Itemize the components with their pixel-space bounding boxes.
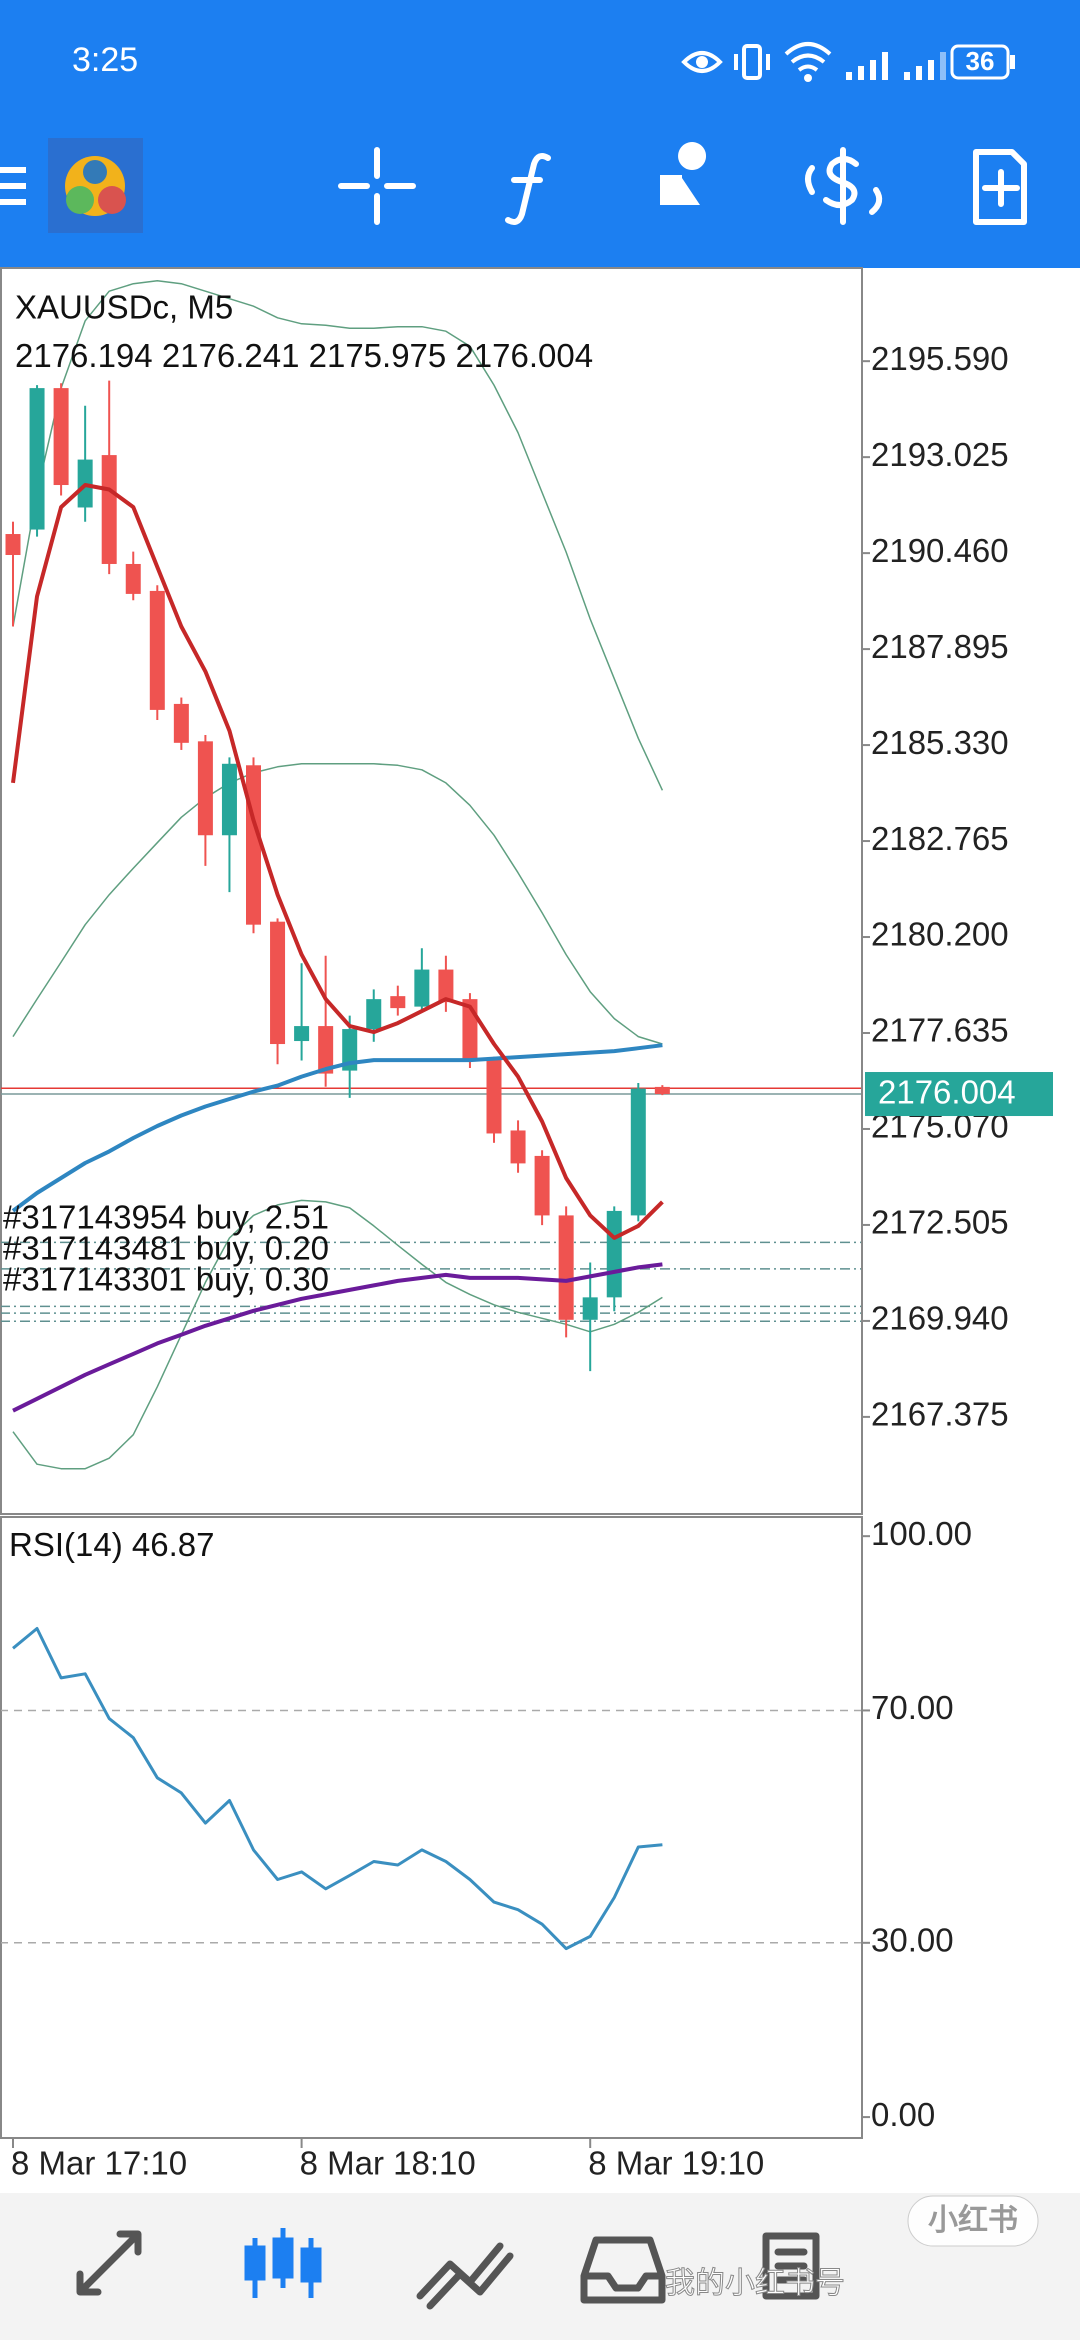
bid-label: 2176.004: [878, 1074, 1016, 1111]
candle-body: [582, 1297, 598, 1320]
candle-body: [630, 1088, 646, 1216]
y-tick-label: 30.00: [871, 1922, 954, 1959]
candle-body: [246, 765, 261, 925]
candle-body: [342, 1029, 358, 1071]
band-line: [12, 763, 663, 1045]
order-label: #317143954 buy, 2.51: [3, 1199, 329, 1236]
y-tick-label: 100.00: [871, 1515, 972, 1552]
close-value: 2176.004: [455, 337, 593, 374]
candle-body: [221, 763, 237, 836]
main-chart-frame: [0, 267, 863, 1515]
overlay: 2195.590 2193.025 2190.460 2187.895 2185.330…: [3, 340, 1053, 2182]
candle-body: [197, 741, 213, 836]
order-label: #317143481 buy, 0.20: [3, 1230, 329, 1267]
candle-body: [606, 1210, 622, 1298]
candle-body: [318, 1026, 334, 1074]
candle-body: [654, 1086, 670, 1095]
rsi-value: 46.87: [132, 1526, 215, 1563]
candle-body: [53, 388, 69, 486]
messages-tab[interactable]: [762, 2232, 820, 2300]
watermark-text: 我的小红书号: [665, 2267, 845, 2300]
moving-average: [12, 1262, 663, 1413]
y-tick-label: 2182.765: [871, 820, 1009, 857]
watermark-badge: [907, 2195, 1039, 2247]
y-tick-label: 2172.505: [871, 1204, 1009, 1241]
candle-body: [294, 1026, 310, 1042]
quotes-tab[interactable]: [76, 2230, 142, 2296]
y-tick-label: 2195.590: [871, 340, 1009, 377]
y-tick-label: 2180.200: [871, 916, 1009, 953]
y-tick-label: 2193.025: [871, 436, 1009, 473]
y-tick-label: 2185.330: [871, 724, 1009, 761]
candle-body: [270, 921, 286, 1045]
x-tick-label: 8 Mar 17:10: [11, 2145, 187, 2182]
candle-body: [366, 999, 382, 1030]
rsi-frame: [0, 1516, 863, 2139]
candle-body: [149, 590, 165, 710]
y-tick-label: 2177.635: [871, 1012, 1009, 1049]
moving-average: [11, 1043, 663, 1213]
x-tick-label: 8 Mar 19:10: [588, 2145, 764, 2182]
candle-body: [510, 1130, 526, 1164]
battery-level: 36: [966, 46, 995, 76]
candle-body: [29, 388, 45, 530]
y-tick-label: 2169.940: [871, 1300, 1009, 1337]
low-value: 2175.975: [309, 337, 447, 374]
status-time: 3:25: [72, 41, 138, 79]
rsi-line: [12, 1627, 663, 1951]
main-plot: [1, 279, 861, 1470]
candle-body: [390, 996, 406, 1009]
chart-tab[interactable]: [244, 2228, 322, 2298]
header-background: [0, 0, 1080, 268]
rsi-name: RSI(14): [9, 1526, 123, 1563]
moving-average: [11, 483, 664, 1240]
status-icons: [681, 42, 1015, 82]
y-tick-label: 0.00: [871, 2096, 935, 2133]
candle-body: [534, 1155, 550, 1216]
high-value: 2176.241: [162, 337, 300, 374]
chart-symbol: XAUUSDc, M5: [15, 289, 233, 326]
crosshair-button[interactable]: [338, 147, 416, 225]
candle-body: [5, 534, 21, 555]
bid-box: [865, 1072, 1053, 1117]
y-tick-label: 70.00: [871, 1689, 954, 1726]
order-label: #317143301 buy, 0.30: [3, 1261, 329, 1298]
ohlc-values: 2176.194 2176.241 2175.975 2176.004: [15, 337, 593, 374]
band-line: [12, 279, 664, 791]
rsi-plot: [1, 1627, 861, 1951]
indicators-button[interactable]: [505, 153, 551, 225]
candle-body: [414, 969, 430, 1007]
bottom-nav: [0, 2193, 1080, 2340]
y-tick-label: 2167.375: [871, 1396, 1009, 1433]
menu-button[interactable]: [0, 167, 26, 205]
candle-body: [125, 563, 141, 594]
open-value: 2176.194: [15, 337, 153, 374]
objects-button[interactable]: [660, 142, 707, 205]
candle-body: [438, 969, 454, 1003]
watermark-badge-text: 小红书: [928, 2204, 1018, 2237]
candle-body: [101, 455, 117, 564]
candle-body: [558, 1215, 574, 1320]
new-order-button[interactable]: [973, 149, 1027, 225]
y-tick-label: 2190.460: [871, 532, 1009, 569]
history-tab[interactable]: [580, 2236, 666, 2304]
x-tick-label: 8 Mar 18:10: [300, 2145, 476, 2182]
trade-button[interactable]: [805, 147, 883, 225]
trade-tab[interactable]: [416, 2242, 514, 2310]
candle-body: [486, 1058, 502, 1134]
app-icon: [48, 138, 143, 233]
band-line: [12, 1199, 663, 1470]
rsi-title: RSI(14) 46.87: [9, 1526, 214, 1563]
y-tick-label: 2187.895: [871, 628, 1009, 665]
candle-body: [173, 703, 189, 743]
